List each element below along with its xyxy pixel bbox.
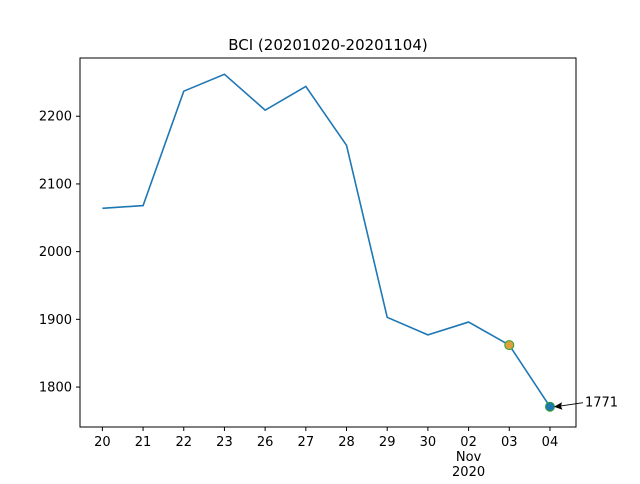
y-tick-label: 2100 xyxy=(39,177,72,192)
x-tick-label: 28 xyxy=(338,435,355,450)
chart-title: BCI (20201020-20201104) xyxy=(228,36,428,54)
x-tick-label: 30 xyxy=(420,435,437,450)
y-tick-label: 1800 xyxy=(39,381,72,396)
x-tick-label: 29 xyxy=(379,435,396,450)
x-tick-label: 04 xyxy=(542,435,559,450)
x-tick-label: 03 xyxy=(501,435,518,450)
highlight-point xyxy=(504,340,515,351)
highlight-point xyxy=(544,401,555,412)
x-tick-label: 22 xyxy=(175,435,192,450)
y-tick-label: 2000 xyxy=(39,245,72,260)
x-tick-label: 20 xyxy=(94,435,111,450)
plot-frame xyxy=(79,57,577,428)
x-tick-label: 23 xyxy=(216,435,233,450)
annotation-arrowhead xyxy=(553,402,563,410)
y-tick-label: 2200 xyxy=(39,110,72,125)
y-tick-label: 1900 xyxy=(39,313,72,328)
x-tick-label: 27 xyxy=(298,435,315,450)
series-line xyxy=(102,73,551,408)
x-tick-label: 21 xyxy=(135,435,152,450)
x-tick-label: 02 Nov 2020 xyxy=(452,435,485,480)
annotation: 1771 xyxy=(585,396,618,411)
x-tick-label: 26 xyxy=(257,435,274,450)
